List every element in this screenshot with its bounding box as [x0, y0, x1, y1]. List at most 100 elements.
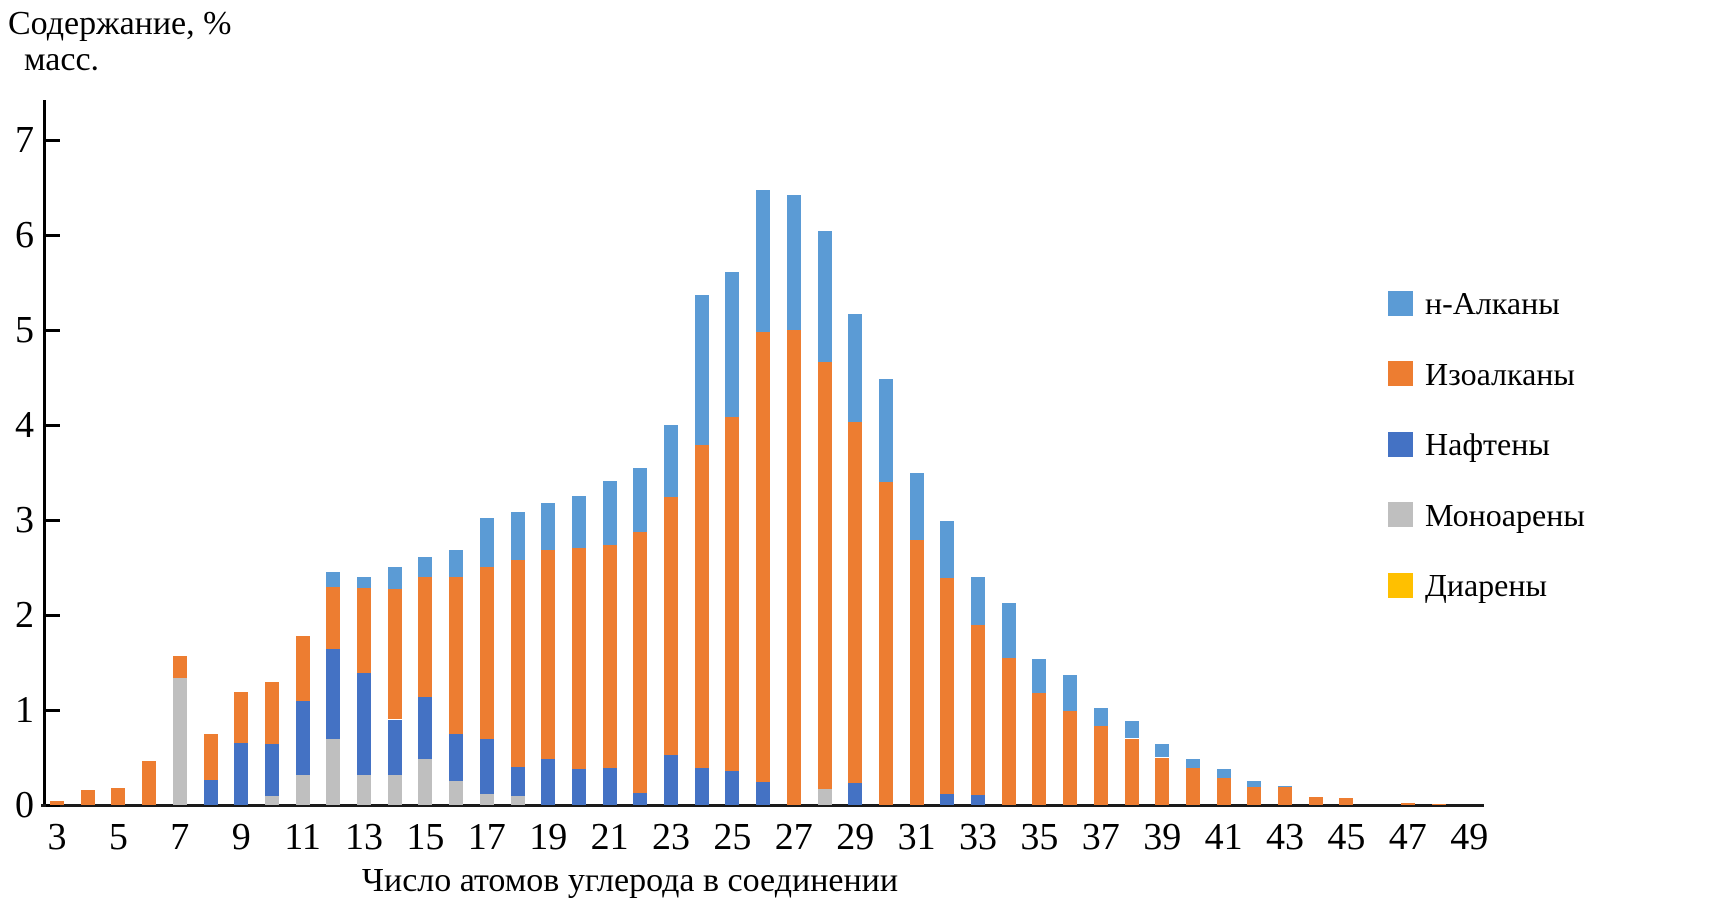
y-tick-mark [46, 328, 60, 332]
y-tick-label: 6 [15, 214, 34, 256]
y-tick-label: 7 [15, 119, 34, 161]
x-tick-label: 47 [1388, 816, 1427, 858]
x-tick-label: 45 [1327, 816, 1366, 858]
bar-segment-Нафтены-C19 [541, 759, 556, 805]
bar-segment-Нафтены-C8 [203, 780, 218, 805]
bar-segment-Нафтены-C32 [940, 793, 955, 805]
bar-segment-Изоалканы-C22 [633, 532, 648, 793]
y-tick-mark [46, 708, 60, 712]
bar-segment-Изоалканы-C13 [357, 588, 371, 673]
bar-segment-Моноарены-C12 [326, 739, 341, 805]
bar-segment-н-Алканы-C24 [694, 294, 709, 445]
bar-segment-Изоалканы-C33 [971, 624, 985, 795]
bar-segment-н-Алканы-C13 [357, 577, 371, 589]
x-tick-label: 15 [406, 816, 445, 858]
x-tick-label: 33 [959, 816, 997, 858]
bar-segment-Изоалканы-C19 [541, 550, 556, 760]
bar-segment-Нафтены-C12 [326, 649, 341, 740]
bar-segment-Моноарены-C28 [817, 788, 832, 805]
y-tick-label: 1 [15, 689, 34, 731]
legend-swatch [1388, 290, 1413, 316]
y-axis-line [43, 100, 46, 807]
x-tick-label: 19 [529, 816, 568, 858]
legend-swatch [1388, 361, 1413, 386]
y-tick-mark [46, 423, 60, 427]
bar-segment-Изоалканы-C45 [1339, 798, 1354, 805]
bar-segment-Изоалканы-C38 [1124, 738, 1139, 805]
legend-item-Изоалканы: Изоалканы [1388, 358, 1575, 390]
bar-segment-Моноарены-C15 [418, 759, 433, 805]
bar-segment-Изоалканы-C47 [1400, 803, 1415, 805]
bar-segment-н-Алканы-C23 [664, 425, 678, 498]
bar-segment-Изоалканы-C27 [786, 330, 801, 805]
y-tick-label: 5 [15, 309, 34, 351]
bar-segment-н-Алканы-C38 [1124, 721, 1139, 739]
x-tick-label: 31 [897, 816, 936, 858]
bar-segment-Изоалканы-C4 [80, 789, 95, 805]
x-tick-label: 3 [47, 816, 67, 858]
bar-segment-Изоалканы-C36 [1063, 710, 1078, 805]
bar-segment-Изоалканы-C8 [203, 733, 218, 781]
legend-item-Нафтены: Нафтены [1388, 426, 1550, 462]
x-tick-label: 17 [467, 816, 506, 858]
bar-segment-Изоалканы-C40 [1185, 767, 1200, 805]
x-tick-label: 5 [108, 816, 128, 858]
bar-segment-Моноарены-C17 [479, 793, 494, 805]
bar-segment-Изоалканы-C28 [817, 362, 832, 789]
bar-segment-Изоалканы-C15 [418, 577, 433, 697]
bar-segment-Нафтены-C24 [694, 767, 709, 805]
bar-segment-н-Алканы-C35 [1032, 658, 1047, 693]
bar-segment-н-Алканы-C26 [756, 190, 771, 332]
bar-segment-Моноарены-C14 [387, 774, 402, 805]
y-tick-label: 2 [15, 594, 34, 636]
bar-segment-Изоалканы-C42 [1247, 786, 1262, 805]
bar-segment-н-Алканы-C18 [510, 512, 525, 560]
bar-segment-н-Алканы-C30 [878, 379, 893, 482]
bar-segment-н-Алканы-C27 [786, 195, 801, 330]
bar-segment-Нафтены-C23 [664, 754, 678, 805]
x-tick-label: 11 [284, 816, 321, 858]
bar-segment-Нафтены-C20 [571, 768, 586, 805]
bar-segment-Нафтены-C17 [479, 739, 494, 794]
legend-swatch [1388, 502, 1413, 527]
x-tick-label: 37 [1081, 816, 1120, 858]
bar-segment-Изоалканы-C26 [756, 331, 771, 783]
bar-segment-н-Алканы-C22 [633, 467, 648, 533]
bar-segment-Нафтены-C18 [510, 767, 525, 797]
bar-segment-Изоалканы-C17 [479, 566, 494, 740]
bar-segment-Изоалканы-C35 [1032, 692, 1047, 805]
x-axis-line [41, 804, 1484, 807]
x-tick-label: 9 [231, 816, 251, 858]
x-tick-label: 35 [1020, 816, 1059, 858]
y-tick-mark [46, 233, 60, 237]
legend-label: Нафтены [1425, 426, 1550, 462]
bar-segment-Изоалканы-C34 [1001, 657, 1016, 805]
bar-segment-н-Алканы-C40 [1185, 759, 1200, 768]
y-tick-label: 3 [15, 499, 34, 541]
bar-segment-н-Алканы-C17 [479, 518, 494, 567]
bar-segment-Изоалканы-C37 [1093, 726, 1108, 805]
bar-segment-Изоалканы-C5 [111, 787, 126, 805]
bar-segment-Нафтены-C14 [387, 719, 402, 775]
bar-segment-н-Алканы-C20 [571, 496, 586, 548]
bar-segment-н-Алканы-C21 [602, 481, 617, 545]
bar-segment-Изоалканы-C29 [848, 422, 863, 784]
bar-segment-н-Алканы-C15 [418, 557, 433, 577]
bar-segment-Моноарены-C10 [264, 796, 279, 805]
bar-segment-Изоалканы-C24 [694, 444, 709, 768]
bar-segment-н-Алканы-C43 [1278, 786, 1292, 787]
legend-label: Моноарены [1425, 496, 1585, 533]
bar-segment-Нафтены-C25 [725, 770, 740, 805]
bar-segment-н-Алканы-C19 [541, 502, 556, 551]
bar-segment-Моноарены-C18 [510, 796, 525, 805]
y-axis-title-line2: масс. [24, 41, 100, 78]
x-tick-label: 7 [170, 816, 190, 858]
bar-segment-Нафтены-C26 [756, 782, 771, 805]
bar-segment-Моноарены-C7 [172, 677, 187, 805]
x-axis-title: Число атомов углерода в соединении [361, 862, 899, 899]
bar-segment-н-Алканы-C33 [971, 577, 985, 625]
bar-segment-н-Алканы-C16 [449, 550, 464, 577]
bar-segment-Изоалканы-C14 [387, 589, 402, 720]
bar-segment-Изоалканы-C7 [172, 655, 187, 678]
